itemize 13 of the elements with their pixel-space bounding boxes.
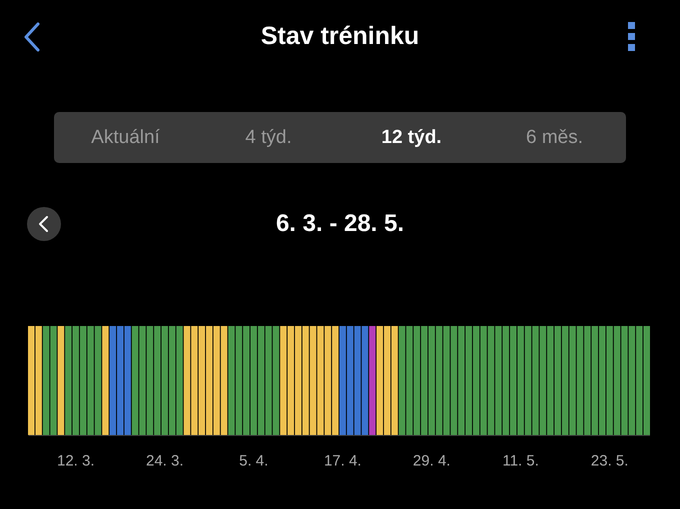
x-tick-label: 17. 4.	[324, 452, 362, 470]
chart-title: Stav tréninku	[260, 22, 420, 51]
x-tick-label: 29. 4.	[412, 452, 450, 470]
x-tick-label: 11. 5.	[502, 452, 539, 470]
text: Aktuální	[90, 126, 161, 148]
x-tick-label: 12. 3.	[56, 452, 95, 470]
text: 6 měs.	[524, 126, 584, 148]
x-tick-label: 23. 5.	[590, 452, 628, 470]
text: 4 týd.	[244, 126, 293, 148]
x-tick-label: 5. 4.	[239, 452, 268, 470]
x-tick-label: 24. 3.	[146, 452, 184, 470]
text: 12 týd.	[380, 126, 443, 148]
chart-subtitle: 6. 3. - 28. 5.	[274, 210, 406, 238]
